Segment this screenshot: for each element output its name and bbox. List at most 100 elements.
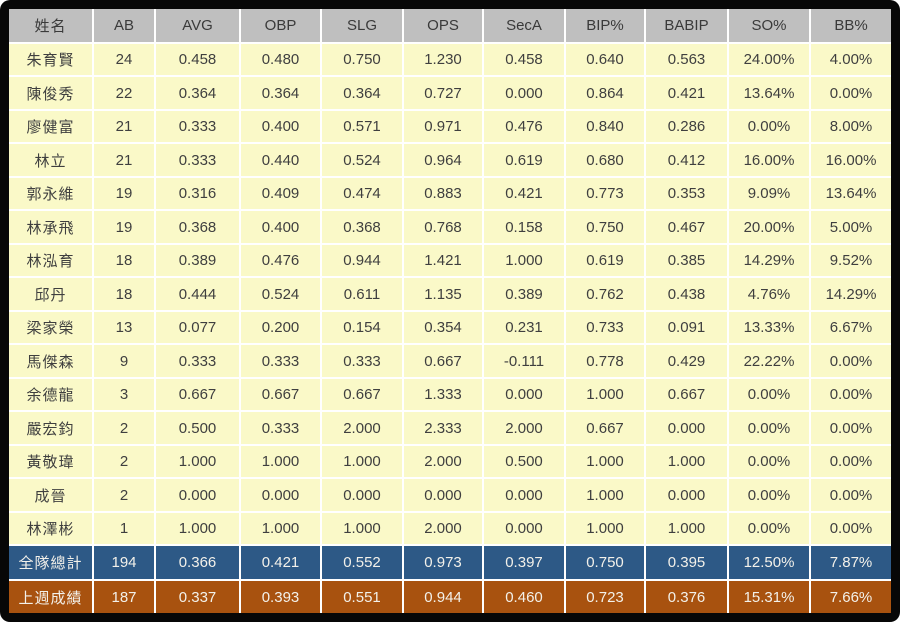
stat-cell-babip: 1.000 (644, 443, 729, 480)
stat-cell-bb: 4.00% (809, 41, 891, 78)
stat-cell-avg: 0.667 (154, 376, 241, 413)
player-name-cell: 邱丹 (9, 276, 94, 312)
stat-cell-so: 13.64% (727, 75, 811, 111)
stat-cell-bip: 0.773 (564, 175, 646, 212)
header-cell-obp: OBP (239, 8, 322, 44)
stat-cell-avg: 0.389 (154, 242, 241, 279)
stat-cell-so: 12.50% (727, 544, 811, 581)
stat-cell-ops: 0.971 (402, 108, 484, 145)
stat-cell-avg: 0.333 (154, 343, 241, 379)
stat-cell-babip: 0.385 (644, 242, 729, 279)
stat-cell-obp: 1.000 (239, 510, 322, 547)
stat-cell-ops: 0.768 (402, 209, 484, 245)
player-row: 余德龍 3 0.667 0.667 0.667 1.333 0.000 1.000 0.667 0… (9, 376, 891, 413)
stat-cell-ops: 0.354 (402, 309, 484, 346)
stat-cell-babip: 0.429 (644, 343, 729, 379)
player-name-cell: 余德龍 (9, 376, 94, 413)
stat-cell-slg: 0.944 (320, 242, 404, 279)
stat-cell-seca: 0.000 (482, 510, 566, 547)
stat-cell-bb: 8.00% (809, 108, 891, 145)
player-row: 嚴宏鈞 2 0.500 0.333 2.000 2.333 2.000 0.667 0.000 0… (9, 410, 891, 446)
stat-cell-ab: 21 (92, 108, 156, 145)
stat-cell-avg: 0.333 (154, 142, 241, 178)
player-row: 郭永維 19 0.316 0.409 0.474 0.883 0.421 0.773 0.353… (9, 175, 891, 212)
stat-cell-ab: 22 (92, 75, 156, 111)
stat-cell-bip: 0.840 (564, 108, 646, 145)
stat-cell-avg: 0.316 (154, 175, 241, 212)
stat-cell-obp: 0.364 (239, 75, 322, 111)
stat-cell-ab: 18 (92, 242, 156, 279)
stat-cell-bip: 0.750 (564, 209, 646, 245)
stat-cell-bb: 6.67% (809, 309, 891, 346)
stat-cell-babip: 0.438 (644, 276, 729, 312)
player-name-cell: 林立 (9, 142, 94, 178)
header-cell-ops: OPS (402, 8, 484, 44)
stat-cell-so: 0.00% (727, 510, 811, 547)
player-name-cell: 廖健富 (9, 108, 94, 145)
stat-cell-so: 24.00% (727, 41, 811, 78)
stat-cell-so: 14.29% (727, 242, 811, 279)
header-cell-bb: BB% (809, 8, 891, 44)
stat-cell-obp: 0.667 (239, 376, 322, 413)
stat-cell-bip: 1.000 (564, 477, 646, 513)
stat-cell-bip: 0.733 (564, 309, 646, 346)
stat-cell-slg: 0.611 (320, 276, 404, 312)
player-row: 邱丹 18 0.444 0.524 0.611 1.135 0.389 0.762 0.438 4… (9, 276, 891, 312)
stat-cell-avg: 0.366 (154, 544, 241, 581)
stat-cell-seca: -0.111 (482, 343, 566, 379)
stat-cell-ops: 0.727 (402, 75, 484, 111)
stat-cell-so: 22.22% (727, 343, 811, 379)
player-name-cell: 林澤彬 (9, 510, 94, 547)
stat-cell-bb: 0.00% (809, 75, 891, 111)
stat-cell-obp: 0.476 (239, 242, 322, 279)
stat-cell-ops: 0.000 (402, 477, 484, 513)
stat-cell-slg: 0.154 (320, 309, 404, 346)
stat-cell-seca: 0.500 (482, 443, 566, 480)
stat-cell-bip: 0.619 (564, 242, 646, 279)
stat-cell-babip: 0.000 (644, 477, 729, 513)
batting-stats-table: 姓名 AB AVG OBP SLG OPS SecA BIP% BABIP SO% BB% 朱育賢 2… (9, 8, 891, 614)
stat-cell-bb: 5.00% (809, 209, 891, 245)
stat-cell-avg: 0.444 (154, 276, 241, 312)
stat-cell-slg: 0.368 (320, 209, 404, 245)
player-name-cell: 林承飛 (9, 209, 94, 245)
stat-cell-seca: 0.458 (482, 41, 566, 78)
stat-cell-slg: 0.364 (320, 75, 404, 111)
stat-cell-seca: 0.397 (482, 544, 566, 581)
player-row: 梁家榮 13 0.077 0.200 0.154 0.354 0.231 0.733 0.091… (9, 309, 891, 346)
stat-cell-bip: 0.762 (564, 276, 646, 312)
stat-cell-bip: 0.750 (564, 544, 646, 581)
stat-cell-bb: 16.00% (809, 142, 891, 178)
stat-cell-ab: 1 (92, 510, 156, 547)
stat-cell-seca: 0.389 (482, 276, 566, 312)
stat-cell-ops: 2.000 (402, 443, 484, 480)
stat-cell-slg: 1.000 (320, 443, 404, 480)
player-row: 林承飛 19 0.368 0.400 0.368 0.768 0.158 0.750 0.467… (9, 209, 891, 245)
header-cell-name: 姓名 (9, 8, 94, 44)
stat-cell-so: 9.09% (727, 175, 811, 212)
player-name-cell: 郭永維 (9, 175, 94, 212)
stat-cell-bip: 1.000 (564, 443, 646, 480)
team-total-row: 全隊總計 194 0.366 0.421 0.552 0.973 0.397 0.750 0.3… (9, 544, 891, 581)
stat-cell-slg: 0.524 (320, 142, 404, 178)
stat-cell-bb: 14.29% (809, 276, 891, 312)
stat-cell-babip: 0.467 (644, 209, 729, 245)
stat-cell-babip: 0.286 (644, 108, 729, 145)
stat-cell-seca: 0.460 (482, 578, 566, 614)
stat-cell-avg: 0.333 (154, 108, 241, 145)
stat-cell-seca: 0.000 (482, 75, 566, 111)
stat-cell-obp: 0.409 (239, 175, 322, 212)
stat-cell-ab: 187 (92, 578, 156, 614)
stat-cell-slg: 2.000 (320, 410, 404, 446)
stat-cell-seca: 0.619 (482, 142, 566, 178)
stat-cell-seca: 0.231 (482, 309, 566, 346)
player-name-cell: 林泓育 (9, 242, 94, 279)
player-row: 朱育賢 24 0.458 0.480 0.750 1.230 0.458 0.640 0.563… (9, 41, 891, 78)
stat-cell-so: 16.00% (727, 142, 811, 178)
player-row: 林泓育 18 0.389 0.476 0.944 1.421 1.000 0.619 0.385… (9, 242, 891, 279)
stat-cell-obp: 0.333 (239, 410, 322, 446)
stat-cell-so: 0.00% (727, 376, 811, 413)
header-cell-so: SO% (727, 8, 811, 44)
stat-cell-seca: 2.000 (482, 410, 566, 446)
stat-cell-ops: 1.135 (402, 276, 484, 312)
